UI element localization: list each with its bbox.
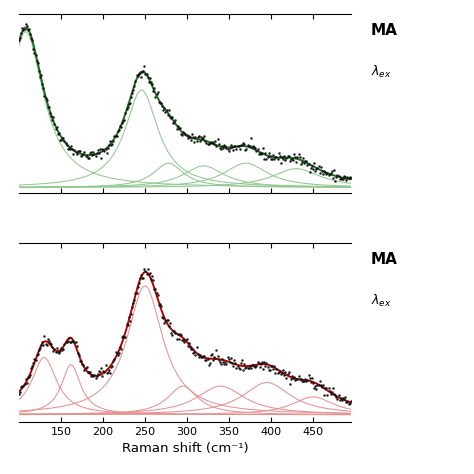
Text: MA: MA	[371, 252, 398, 267]
X-axis label: Raman shift (cm⁻¹): Raman shift (cm⁻¹)	[121, 442, 248, 455]
Text: MA: MA	[371, 23, 398, 38]
Text: $\lambda_{ex}$: $\lambda_{ex}$	[371, 64, 391, 81]
Text: $\lambda_{ex}$: $\lambda_{ex}$	[371, 293, 391, 309]
